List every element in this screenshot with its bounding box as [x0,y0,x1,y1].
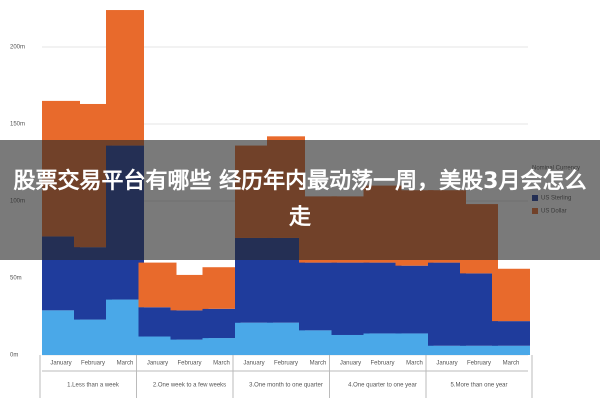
bar-segment [170,339,209,355]
chart-title: 股票交易平台有哪些 经历年内最动荡一周，美股3月会怎么走 [13,169,587,230]
x-tick-label: January [50,361,71,367]
bar-segment [267,322,305,355]
bar-segment [138,336,177,355]
x-tick-label: March [213,361,230,367]
group-label: 1.Less than a week [67,383,120,389]
x-tick-label: March [406,361,423,367]
bar-segment [106,299,144,355]
bar-segment [331,334,370,355]
bar-segment [331,262,370,335]
bar-segment [42,310,80,355]
group-label: 2.One week to a few weeks [153,383,226,389]
bar-segment [492,268,530,322]
bar-segment [170,310,209,340]
x-tick-label: February [274,361,298,367]
bar-segment [202,338,241,355]
x-tick-label: March [503,361,520,367]
bar-segment [202,267,241,309]
bar-segment [363,333,402,355]
bar-segment [74,319,112,355]
bar-segment [428,345,466,355]
bar-segment [235,322,273,355]
x-tick-label: February [467,361,491,367]
bar-segment [395,265,434,334]
bar-segment [363,262,402,334]
y-tick-label: 50m [10,276,22,282]
x-tick-label: February [370,361,394,367]
bar-segment [428,262,466,346]
x-tick-label: March [117,361,134,367]
x-tick-label: January [243,361,264,367]
group-label: 4.One quarter to one year [348,383,417,389]
x-tick-label: January [147,361,168,367]
bar-segment [395,333,434,355]
bar-segment [492,321,530,346]
bar-segment [170,274,209,311]
x-tick-label: February [81,361,105,367]
group-label: 3.One month to one quarter [249,383,323,389]
x-tick-label: January [340,361,361,367]
x-tick-label: March [310,361,327,367]
group-label: 5.More than one year [450,383,507,389]
bar-segment [106,10,144,146]
bar-segment [138,262,177,308]
y-tick-label: 200m [10,45,25,51]
x-tick-label: January [436,361,457,367]
bar-segment [138,307,177,337]
bar-segment [460,273,498,346]
bar-segment [202,308,241,339]
bar-segment [299,262,337,331]
bar-segment [299,330,337,355]
y-tick-label: 150m [10,122,25,128]
bar-segment [460,345,498,355]
title-banner: 股票交易平台有哪些 经历年内最动荡一周，美股3月会怎么走 [0,140,600,260]
y-tick-label: 0m [10,353,18,359]
x-tick-label: February [177,361,201,367]
bar-segment [492,345,530,355]
